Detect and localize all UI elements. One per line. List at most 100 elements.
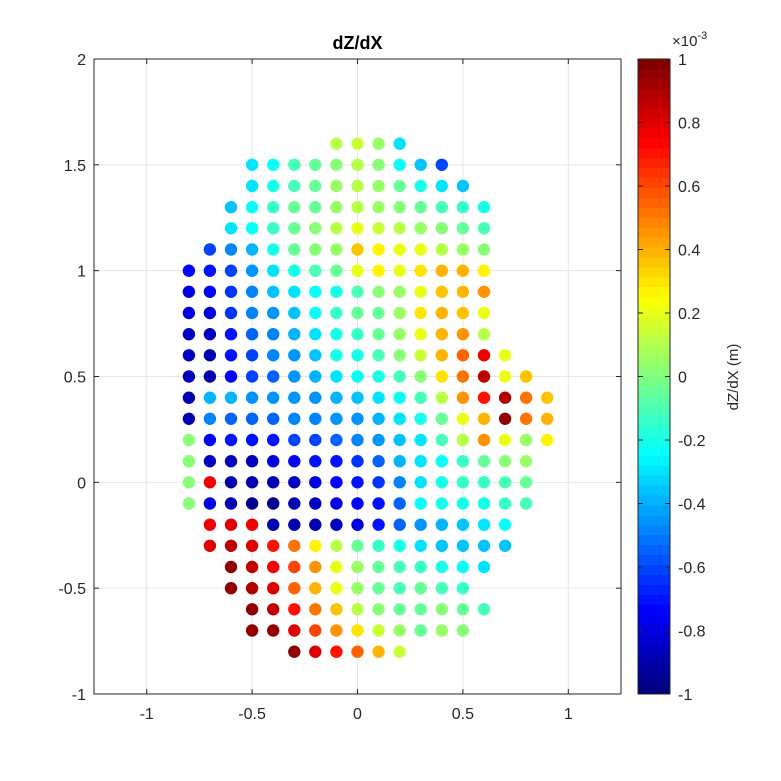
data-point — [456, 412, 470, 425]
data-point — [330, 243, 343, 256]
data-point — [372, 328, 385, 341]
data-point — [351, 349, 364, 362]
data-point — [203, 433, 217, 447]
colorbar-ticks: 1 0.8 0.6 0.4 0.2 0 -0.2 -0.4 -0.6 -0.8 -1 — [638, 52, 706, 704]
data-point — [372, 306, 385, 320]
data-point — [182, 349, 196, 362]
data-point — [435, 306, 448, 320]
data-point — [351, 624, 364, 637]
data-point — [288, 412, 301, 425]
data-point — [414, 560, 427, 574]
data-point — [330, 158, 343, 171]
data-point — [351, 603, 364, 616]
data-point — [393, 222, 406, 235]
colorbar-tick-label: -0.4 — [678, 497, 706, 514]
data-point — [477, 391, 491, 404]
data-point — [245, 497, 259, 510]
data-point — [288, 243, 301, 256]
data-point — [330, 285, 343, 298]
data-point — [267, 306, 280, 320]
data-point — [224, 370, 238, 383]
data-point — [351, 518, 364, 531]
data-point — [182, 370, 196, 383]
data-point — [330, 370, 343, 383]
data-point — [456, 201, 470, 214]
data-point — [245, 179, 259, 193]
data-point — [435, 285, 448, 298]
data-point — [456, 349, 470, 362]
data-point — [456, 243, 470, 256]
data-point — [203, 328, 217, 341]
data-point — [393, 624, 406, 637]
data-point — [330, 306, 343, 320]
data-point — [372, 222, 385, 235]
data-point — [309, 391, 322, 404]
data-point — [224, 518, 238, 531]
data-point — [330, 222, 343, 235]
data-point — [393, 539, 406, 552]
data-point — [182, 497, 196, 510]
data-point — [288, 582, 301, 595]
data-point — [182, 306, 196, 320]
data-point — [309, 433, 322, 447]
data-point — [414, 243, 427, 256]
data-point — [414, 370, 427, 383]
data-point — [393, 201, 406, 214]
data-point — [372, 476, 385, 489]
data-point — [351, 179, 364, 193]
data-point — [456, 582, 470, 595]
data-point — [498, 349, 512, 362]
data-point — [351, 539, 364, 552]
data-point — [372, 412, 385, 425]
data-point — [414, 264, 427, 277]
data-point — [267, 455, 280, 468]
data-point — [267, 539, 280, 552]
data-point — [372, 391, 385, 404]
data-point — [456, 370, 470, 383]
data-point — [182, 455, 196, 468]
data-point — [414, 412, 427, 425]
data-point — [203, 285, 217, 298]
data-point — [435, 412, 448, 425]
data-point — [288, 624, 301, 637]
data-point — [288, 391, 301, 404]
data-point — [267, 370, 280, 383]
data-point — [288, 476, 301, 489]
data-point — [477, 412, 491, 425]
data-point — [414, 349, 427, 362]
data-point — [267, 285, 280, 298]
data-point — [456, 476, 470, 489]
data-point — [245, 391, 259, 404]
data-point — [309, 560, 322, 574]
data-point — [435, 179, 448, 193]
data-point — [309, 412, 322, 425]
axis-ticks: -1 -0.5 0 0.5 1 -1 -0.5 0 0.5 1 1.5 2 — [58, 52, 621, 723]
data-point — [267, 582, 280, 595]
colorbar-tick-label: 0 — [678, 370, 687, 387]
data-point — [477, 476, 491, 489]
data-point — [477, 603, 491, 616]
data-point — [414, 222, 427, 235]
data-point — [267, 243, 280, 256]
data-point — [519, 433, 533, 447]
data-point — [203, 243, 217, 256]
data-point — [456, 603, 470, 616]
data-point — [414, 391, 427, 404]
data-point — [372, 433, 385, 447]
data-point — [224, 285, 238, 298]
data-point — [288, 349, 301, 362]
data-point — [330, 603, 343, 616]
data-point — [351, 645, 364, 658]
data-point — [456, 539, 470, 552]
data-point — [245, 222, 259, 235]
colorbar-tick-label: -1 — [678, 687, 692, 704]
colorbar-tick-label: 0.2 — [678, 306, 700, 323]
x-tick-label: 0 — [353, 706, 362, 723]
x-tick-label: -1 — [140, 706, 154, 723]
data-point — [330, 412, 343, 425]
data-point — [309, 582, 322, 595]
data-point — [309, 518, 322, 531]
data-point — [309, 264, 322, 277]
data-point — [267, 433, 280, 447]
data-point — [267, 412, 280, 425]
